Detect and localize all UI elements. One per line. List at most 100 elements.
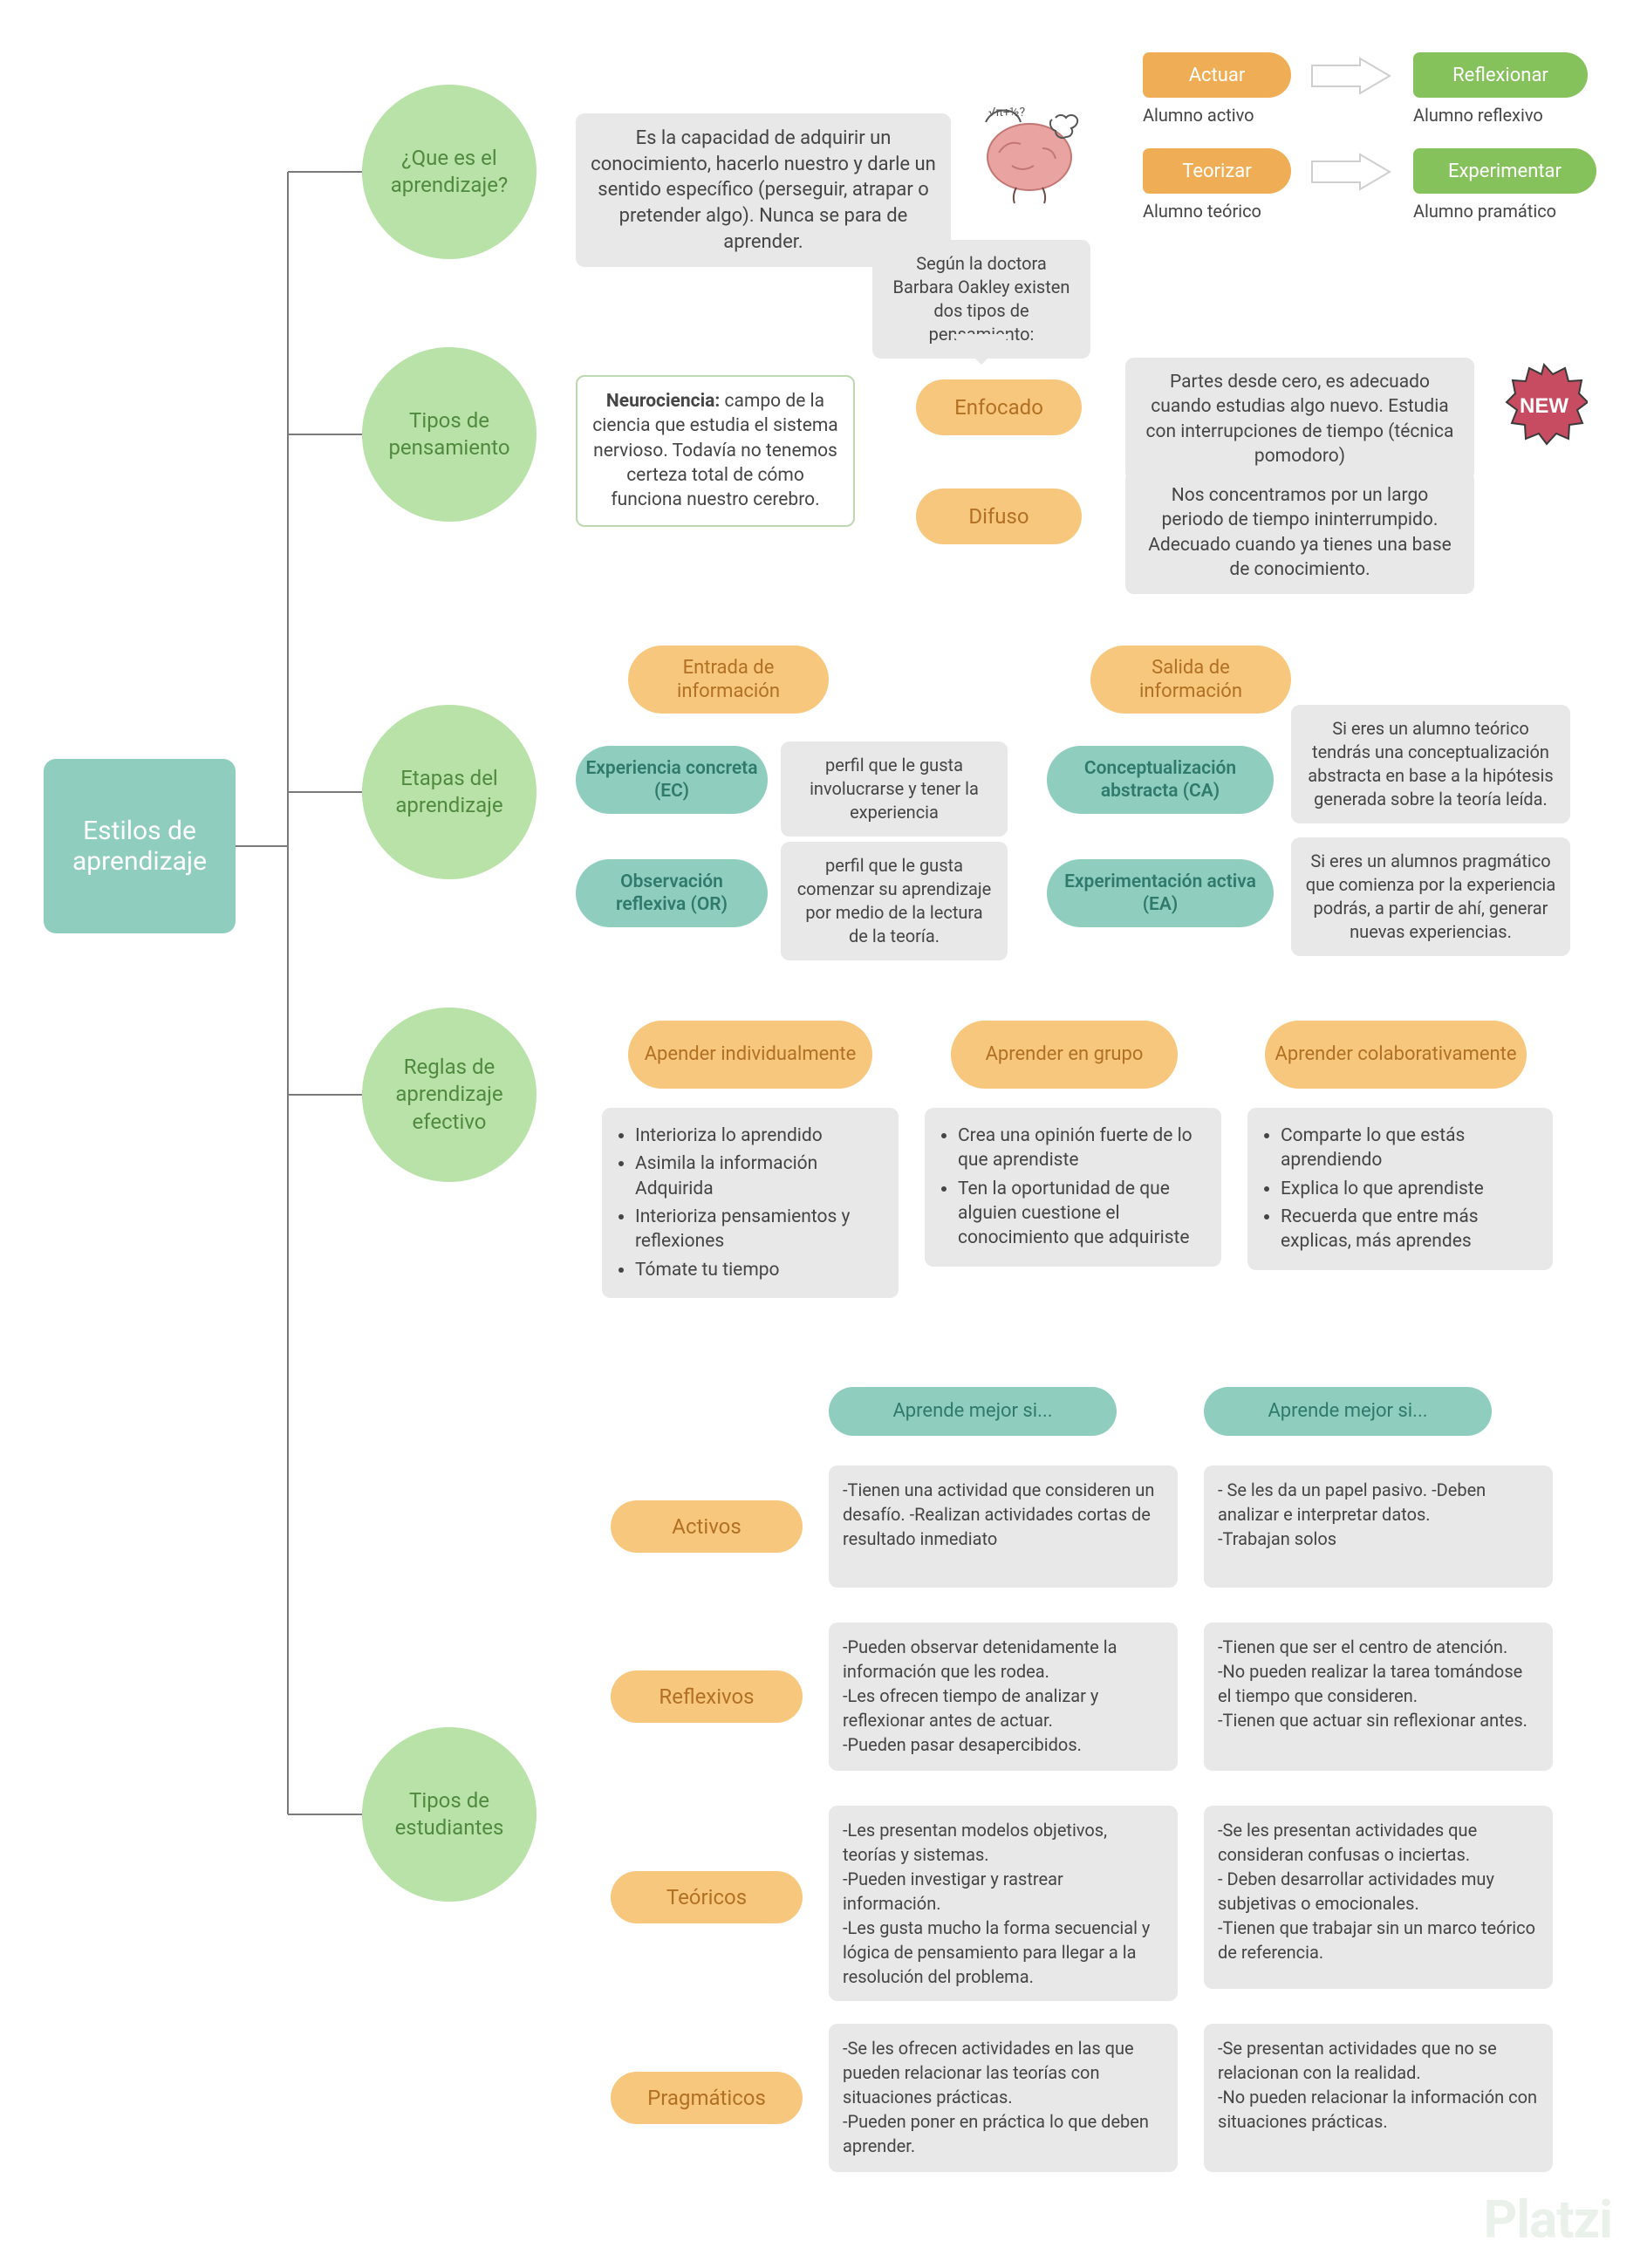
pill-ea: Experimentación activa (EA) [1047,859,1274,927]
flag-reflexionar-text: Reflexionar [1452,65,1548,86]
brain-icon: √π+½? [964,92,1095,222]
regla2-items: Crea una opinión fuerte de lo que aprend… [939,1120,1207,1254]
branch-tipos-pensamiento: Tipos de pensamiento [362,347,536,522]
branch3-label: Etapas del aprendizaje [374,765,524,819]
flag-actuar: Actuar [1143,52,1291,98]
def-text: Es la capacidad de adquirir un conocimie… [590,126,937,255]
list-item: Ten la oportunidad de que alguien cuesti… [958,1177,1207,1251]
pill-entrada: Entrada de información [628,646,829,714]
tipo-pragmaticos-good: -Se les ofrecen actividades en las que p… [829,2024,1178,2172]
header-good-text: Aprende mejor si... [892,1399,1052,1424]
pill-regla2: Aprender en grupo [951,1021,1178,1089]
list-item: Asimila la información Adquirida [635,1151,885,1201]
platzi-watermark: Platzi [1484,2189,1612,2251]
tipo-teoricos-label: Teóricos [611,1871,803,1923]
pill-ca-text: Conceptualización abstracta (CA) [1056,757,1265,803]
pill-salida: Salida de información [1090,646,1291,714]
branch2-label: Tipos de pensamiento [374,407,524,461]
ec-desc-text: perfil que le gusta involucrarse y tener… [795,754,994,824]
pill-difuso: Difuso [916,488,1082,544]
branch1-label: ¿Que es el aprendizaje? [374,145,524,199]
branch-reglas: Reglas de aprendizaje efectivo [362,1008,536,1182]
tipo-reflexivos-good: -Pueden observar detenidamente la inform… [829,1622,1178,1771]
flag-experimentar-text: Experimentar [1448,161,1562,182]
flag-reflexionar-sub: Alumno reflexivo [1413,105,1543,126]
or-desc-text: perfil que le gusta comenzar su aprendiz… [795,854,994,948]
list-item: Explica lo que aprendiste [1281,1177,1539,1201]
list-item: Crea una opinión fuerte de lo que aprend… [958,1124,1207,1173]
neurociencia-box: Neurociencia: campo de la ciencia que es… [576,375,855,527]
pill-difuso-text: Difuso [968,503,1029,529]
flag-actuar-sub: Alumno activo [1143,105,1254,126]
list-item: Interioriza pensamientos y reflexiones [635,1205,885,1254]
pill-enfocado-text: Enfocado [954,394,1043,420]
ec-desc: perfil que le gusta involucrarse y tener… [781,741,1008,837]
ca-desc: Si eres un alumno teórico tendrás una co… [1291,705,1570,823]
flag-reflexionar: Reflexionar [1413,52,1588,98]
neuro-label: Neurociencia: [606,391,720,412]
root-node: Estilos de aprendizaje [44,759,236,933]
pill-ec-text: Experiencia concreta (EC) [584,757,759,803]
flag-experimentar-sub: Alumno pramático [1413,201,1556,222]
pill-regla2-text: Aprender en grupo [986,1042,1144,1067]
pill-ea-text: Experimentación activa (EA) [1056,871,1265,917]
list-item: Tómate tu tiempo [635,1258,885,1282]
oakley-arrow-down [951,334,1012,369]
pill-regla3-text: Aprender colaborativamente [1275,1042,1516,1067]
regla3-items: Comparte lo que estás aprendiendo Explica… [1261,1120,1539,1258]
list-item: Comparte lo que estás aprendiendo [1281,1124,1539,1173]
tipo-teoricos-bad: -Se les presentan actividades que consid… [1204,1806,1553,1989]
tipo-reflexivos-label: Reflexivos [611,1670,803,1723]
pill-ec: Experiencia concreta (EC) [576,746,768,814]
pill-ca: Conceptualización abstracta (CA) [1047,746,1274,814]
header-good: Aprende mejor si... [829,1387,1117,1436]
enfocado-desc: Partes desde cero, es adecuado cuando es… [1125,358,1474,481]
oakley-text: Según la doctora Barbara Oakley existen … [886,252,1076,346]
pill-enfocado: Enfocado [916,379,1082,435]
arrow-teorizar-experimentar [1309,153,1396,191]
flag-actuar-text: Actuar [1189,65,1246,86]
enfocado-desc-text: Partes desde cero, es adecuado cuando es… [1139,370,1460,468]
tipo-pragmaticos-label: Pragmáticos [611,2072,803,2124]
new-badge: NEW [1500,362,1588,449]
list-item: Interioriza lo aprendido [635,1124,885,1148]
root-label: Estilos de aprendizaje [61,816,218,877]
list-item: Recuerda que entre más explicas, más apr… [1281,1205,1539,1254]
new-badge-text: NEW [1520,394,1568,418]
pill-regla3: Aprender colaborativamente [1265,1021,1527,1089]
neuro-composite: Neurociencia: campo de la ciencia que es… [591,389,839,513]
flag-teorizar: Teorizar [1143,148,1291,194]
ca-desc-text: Si eres un alumno teórico tendrás una co… [1305,717,1556,811]
branch-tipos-estudiantes: Tipos de estudiantes [362,1727,536,1902]
flag-teorizar-text: Teorizar [1182,161,1251,182]
pill-regla1: Apender individualmente [628,1021,872,1089]
pill-or: Observación reflexiva (OR) [576,859,768,927]
regla1-list: Interioriza lo aprendido Asimila la infor… [602,1108,899,1298]
pill-entrada-text: Entrada de información [637,656,820,704]
tipo-activos-bad: - Se les da un papel pasivo. -Deben anal… [1204,1465,1553,1588]
svg-text:√π+½?: √π+½? [988,106,1025,120]
ea-desc: Si eres un alumnos pragmático que comien… [1291,837,1570,956]
ea-desc-text: Si eres un alumnos pragmático que comien… [1305,850,1556,944]
tipo-activos-label: Activos [611,1500,803,1553]
tipo-pragmaticos-bad: -Se presentan actividades que no se rela… [1204,2024,1553,2172]
branch5-label: Tipos de estudiantes [374,1787,524,1841]
pill-regla1-text: Apender individualmente [645,1042,857,1067]
branch-etapas: Etapas del aprendizaje [362,705,536,879]
branch4-label: Reglas de aprendizaje efectivo [374,1054,524,1136]
tipo-activos-good: -Tienen una actividad que consideren un … [829,1465,1178,1588]
tipo-reflexivos-bad: -Tienen que ser el centro de atención. -… [1204,1622,1553,1771]
header-bad-text: Aprende mejor si... [1268,1399,1427,1424]
header-bad: Aprende mejor si... [1204,1387,1492,1436]
flag-teorizar-sub: Alumno teórico [1143,201,1261,222]
arrow-actuar-reflexionar [1309,57,1396,95]
pill-or-text: Observación reflexiva (OR) [584,871,759,917]
flag-experimentar: Experimentar [1413,148,1596,194]
difuso-desc-text: Nos concentramos por un largo periodo de… [1139,483,1460,582]
or-desc: perfil que le gusta comenzar su aprendiz… [781,842,1008,960]
pill-salida-text: Salida de información [1099,656,1282,704]
tipo-teoricos-good: -Les presentan modelos objetivos, teoría… [829,1806,1178,2001]
regla1-items: Interioriza lo aprendido Asimila la infor… [616,1120,885,1286]
regla3-list: Comparte lo que estás aprendiendo Explica… [1247,1108,1553,1270]
branch-que-es: ¿Que es el aprendizaje? [362,85,536,259]
